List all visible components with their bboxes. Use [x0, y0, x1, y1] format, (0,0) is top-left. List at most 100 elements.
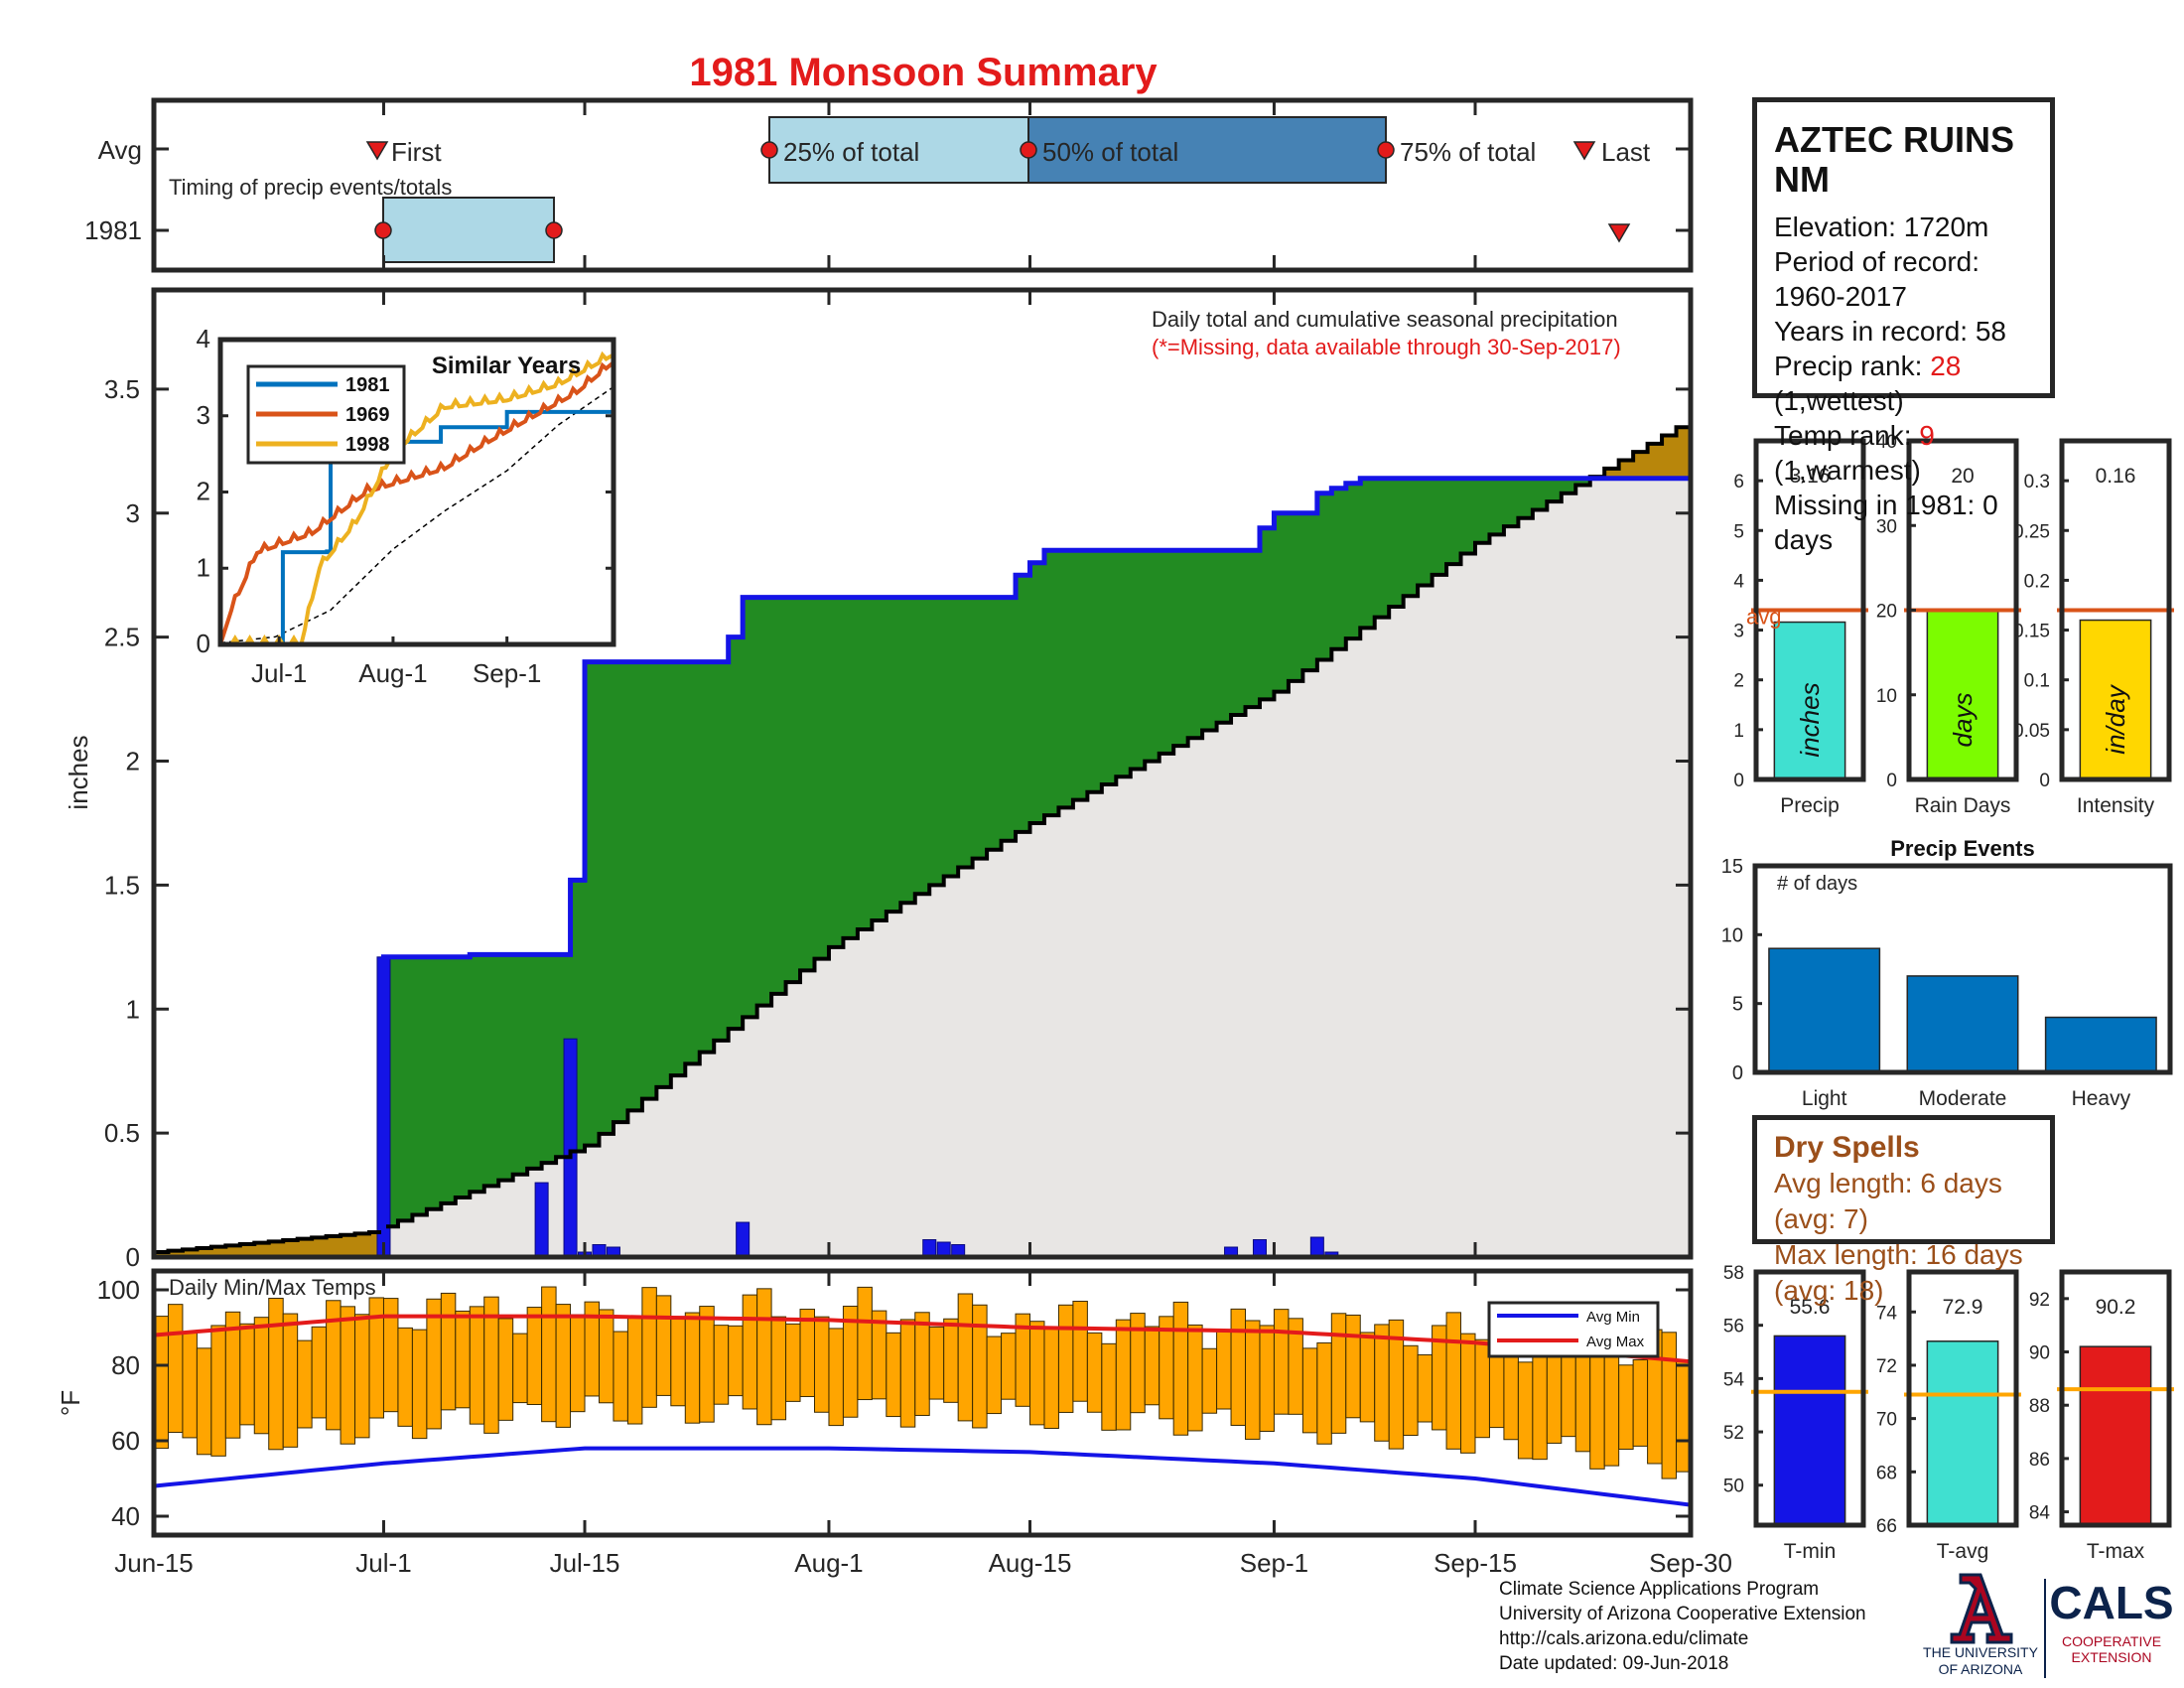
daily-temp-bar [1603, 1343, 1620, 1467]
average-cumulative-area [154, 418, 1691, 1257]
date-x-axis: Jun-15 Jul-1 Jul-15 Aug-1 Aug-15 Sep-1 Sep-15 S… [114, 290, 1732, 1578]
tavg-y-tick: 66 [1876, 1516, 1897, 1537]
missing-value: 0 days [1774, 490, 1998, 555]
elevation-row: Elevation: 1720m [1774, 210, 2050, 244]
main-note: Daily total and cumulative seasonal prec… [1152, 307, 1618, 332]
daily-temp-bar [1445, 1312, 1462, 1450]
timing-row-1981: 1981 [84, 215, 142, 245]
main-y-tick: 2.5 [104, 623, 140, 652]
daily-temp-bar [928, 1326, 945, 1400]
events-y-tick: 10 [1721, 924, 1743, 946]
credit-line-2: University of Arizona Cooperative Extens… [1499, 1604, 1866, 1624]
intensity-y-tick: 0 [2039, 771, 2050, 791]
daily-temp-bar [598, 1309, 614, 1404]
precip-rank-label: Precip rank: [1774, 351, 1923, 381]
precip-bar-chart: 3.16 Precip inches avg 0 1 2 3 4 5 6 [1733, 438, 1868, 817]
temp-rank-value: 9 [1919, 420, 1935, 451]
rain-days-y-tick: 20 [1876, 602, 1897, 623]
daily-temp-bar [670, 1318, 686, 1407]
temp-y-tick: 100 [97, 1275, 140, 1305]
precip-label: Precip [1780, 794, 1840, 817]
daily-temp-bar [512, 1333, 528, 1404]
daily-precip-bar [1252, 1239, 1267, 1258]
avg-max-line [153, 1314, 1692, 1364]
daily-temp-bar [1159, 1316, 1174, 1420]
temp-rank-row: Temp rank: 9 (1,warmest) [1774, 418, 2050, 488]
precip-bar [1773, 621, 1846, 780]
similar-years-inset: Similar Years 1981 1969 1998 0 1 2 3 4 Jul-1 A… [197, 324, 616, 688]
date-x-tick: Aug-15 [989, 1548, 1072, 1578]
last-1981-marker-icon [1607, 223, 1631, 243]
precip-value: 3.16 [1790, 465, 1831, 488]
intensity-y-tick: 0.25 [2013, 521, 2050, 542]
tmin-bar [1773, 1335, 1846, 1526]
ua-text-1: THE UNIVERSITY [1923, 1644, 2039, 1660]
intensity-y-tick: 0.05 [2013, 721, 2050, 742]
daily-temp-bar [972, 1304, 988, 1429]
intensity-y-tick: 0.2 [2024, 571, 2050, 592]
daily-temp-bar [742, 1294, 758, 1410]
daily-temp-bar [182, 1331, 198, 1439]
years-label: Years in record: [1774, 316, 1969, 347]
date-x-tick: Jun-15 [114, 1548, 194, 1578]
tmin-y-tick: 56 [1723, 1317, 1744, 1337]
daily-temp-bar [526, 1307, 543, 1405]
missing-label: Missing in 1981: [1774, 490, 1976, 520]
period-value: 1960-2017 [1774, 281, 1907, 312]
daily-temp-bar [1043, 1326, 1059, 1429]
inset-x-tick: Sep-1 [473, 658, 541, 688]
temp-legend [1487, 1301, 1660, 1358]
temp-rank-note: (1,warmest) [1774, 455, 1921, 486]
cals-sub-1: COOPERATIVE [2062, 1633, 2161, 1649]
main-missing-note: (*=Missing, data available through 30-Se… [1152, 335, 1621, 359]
event-category-label: Heavy [2072, 1087, 2131, 1110]
main-y-tick: 0.5 [104, 1118, 140, 1148]
daily-temp-bar [1403, 1344, 1419, 1437]
daily-temp-bar [570, 1314, 586, 1413]
date-x-tick: Jul-1 [355, 1548, 411, 1578]
precip-y-tick: 5 [1733, 521, 1744, 542]
tmax-y-tick: 92 [2029, 1290, 2050, 1311]
daily-temp-bar [1086, 1332, 1103, 1413]
precip-events-chart: Precip Events # of days Light Moderate Heavy… [1721, 836, 2173, 1110]
period-row: Period of record: 1960-2017 [1774, 244, 2050, 314]
daily-temp-bar [268, 1298, 284, 1451]
timing-first-label: First [391, 137, 442, 167]
daily-temp-bar [1417, 1353, 1433, 1423]
tmax-y-tick: 88 [2029, 1396, 2050, 1417]
events-y-tick: 5 [1732, 994, 1743, 1016]
observed-cumulative-line [154, 473, 1694, 1260]
legend-1998: 1998 [345, 434, 390, 456]
precip-y-tick: 6 [1733, 472, 1744, 492]
cals-text: CALS [2049, 1577, 2173, 1628]
temp-frame [151, 1268, 1694, 1538]
precip-y-tick: 0 [1733, 771, 1744, 791]
events-y-tick: 15 [1721, 856, 1743, 878]
event-category-label: Moderate [1919, 1087, 2007, 1110]
daily-temp-bar [297, 1339, 313, 1429]
daily-temp-bar [210, 1325, 226, 1457]
daily-temp-bar [1259, 1325, 1275, 1432]
cals-sub-2: EXTENSION [2072, 1649, 2152, 1665]
rain-days-value: 20 [1951, 465, 1974, 488]
rain-days-unit: days [1948, 693, 1978, 748]
years-row: Years in record: 58 [1774, 314, 2050, 349]
events-y-tick: 0 [1732, 1062, 1743, 1084]
main-y-tick: 1 [126, 994, 140, 1024]
elevation-value: 1720m [1903, 211, 1989, 242]
daily-precip-bar [1309, 1236, 1324, 1258]
main-y-label: inches [64, 735, 93, 809]
daily-temp-bar [440, 1292, 457, 1411]
credits: Climate Science Applications Program Uni… [1499, 1577, 1866, 1676]
main-frame [151, 287, 1694, 1260]
precip-unit: inches [1795, 682, 1825, 757]
credit-line-3: http://cals.arizona.edu/climate [1499, 1628, 1749, 1649]
timing-xticks [152, 100, 1693, 270]
timing-p75-label: 75% of total [1400, 137, 1536, 167]
tmax-y-tick: 86 [2029, 1450, 2050, 1471]
tavg-bar [1926, 1340, 1999, 1526]
daily-temp-bar [1001, 1333, 1017, 1400]
timing-row-avg: Avg [98, 135, 142, 165]
daily-temp-bar [1359, 1332, 1376, 1423]
